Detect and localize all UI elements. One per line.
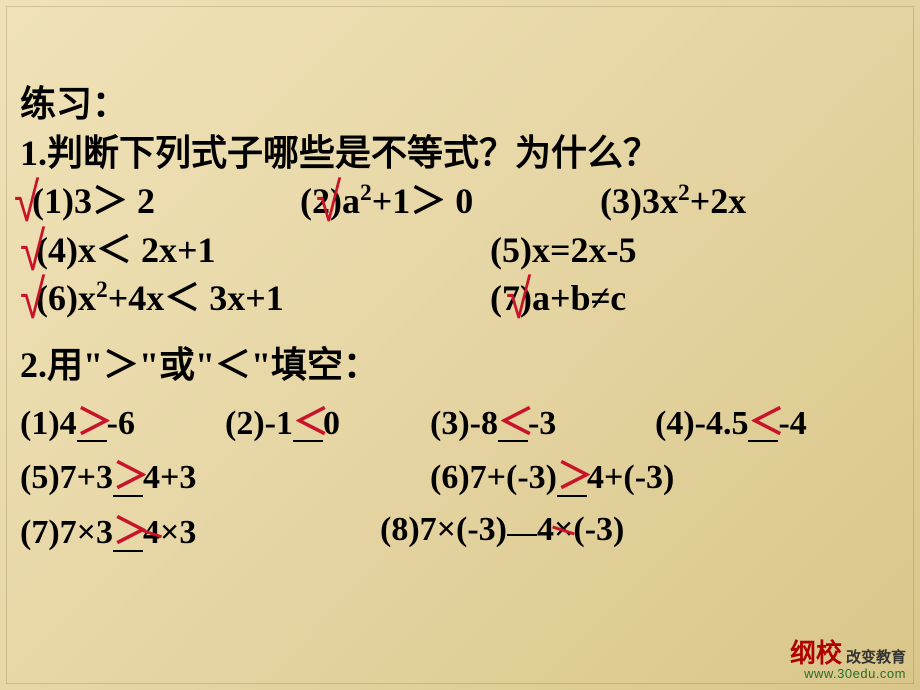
logo-brand-row: 纲校 改变教育 <box>790 641 906 667</box>
q1-item-7-text: (7)a+b≠c <box>490 278 626 318</box>
q1-item-6-b: +4x＜ 3x+1 <box>108 278 284 318</box>
q2-item-8: (8)7×(-3) 4×(-3) <box>380 507 624 556</box>
q1-item-3-a: (3)3x <box>600 181 678 221</box>
q1-item-4-text: (4)x＜ 2x+1 <box>36 230 216 270</box>
blank: ＜ <box>748 398 778 447</box>
answer: ＜ <box>498 402 534 442</box>
q1-row-1: √ (1)3＞ 2 √ (2)a2+1＞ 0 (3)3x2+2x <box>20 177 900 226</box>
blank: ＞ <box>557 452 587 501</box>
logo-url: www.30edu.com <box>790 667 906 680</box>
q2-3-a: (3)-8 <box>430 405 498 442</box>
answer: ＜ <box>748 402 784 442</box>
blank: ＜ <box>293 398 323 447</box>
answer: ＞ <box>113 456 149 496</box>
answer: ＞ <box>557 456 593 496</box>
q2-prompt: 2.用"＞"或"＜"填空： <box>20 341 900 390</box>
q2-6-a: (6)7+(-3) <box>430 459 557 496</box>
q2-5-b: 4+3 <box>143 459 196 496</box>
slide: 练习： 1.判断下列式子哪些是不等式？为什么？ √ (1)3＞ 2 √ (2)a… <box>0 0 920 690</box>
q1-row-3: √ (6)x2+4x＜ 3x+1 √ (7)a+b≠c <box>20 274 900 323</box>
blank: ＜ <box>498 398 528 447</box>
blank: ＞ <box>113 507 143 556</box>
q2-8-a: (8)7×(-3) <box>380 511 507 548</box>
q2-4-a: (4)-4.5 <box>655 405 748 442</box>
blank: ＞ <box>113 452 143 501</box>
q1-item-5-text: (5)x=2x-5 <box>490 230 636 270</box>
q1-item-7: √ (7)a+b≠c <box>490 274 626 323</box>
struck-text: × <box>554 507 573 553</box>
q1-item-2-sup: 2 <box>360 180 372 206</box>
q2-5-a: (5)7+3 <box>20 459 113 496</box>
exercise-title: 练习： <box>20 80 900 129</box>
q2-row-3: (7)7×3＞ 4 ×3 (8)7×(-3) 4×(-3) <box>20 507 900 556</box>
q2-item-4: (4)-4.5＜-4 <box>655 398 807 447</box>
q1-item-3: (3)3x2+2x <box>600 177 746 226</box>
q2-1-a: (1)4 <box>20 405 77 442</box>
q1-item-1: √ (1)3＞ 2 <box>20 177 300 226</box>
logo: 纲校 改变教育 www.30edu.com <box>790 641 906 680</box>
q2-row-2: (5)7+3＞4+3 (6)7+(-3)＞4+(-3) <box>20 452 900 501</box>
q2-item-5: (5)7+3＞4+3 <box>20 452 430 501</box>
q1-item-2-a: (2)a <box>300 181 360 221</box>
q1-item-5: (5)x=2x-5 <box>490 226 636 275</box>
q1-item-3-sup: 2 <box>678 180 690 206</box>
slide-content: 练习： 1.判断下列式子哪些是不等式？为什么？ √ (1)3＞ 2 √ (2)a… <box>20 80 900 556</box>
q2-row-1: (1)4＞-6 (2)-1＜0 (3)-8＜-3 (4)-4.5＜-4 <box>20 398 900 447</box>
q2-item-7: (7)7×3＞4×3 <box>20 507 380 556</box>
q2-6-b: 4+(-3) <box>587 459 674 496</box>
q2-item-3: (3)-8＜-3 <box>430 398 655 447</box>
answer: ＞ <box>77 402 113 442</box>
q2-item-1: (1)4＞-6 <box>20 398 225 447</box>
q2-2-a: (2)-1 <box>225 405 293 442</box>
q2-item-6: (6)7+(-3)＞4+(-3) <box>430 452 674 501</box>
q1-item-2-b: +1＞ 0 <box>372 181 474 221</box>
q2-8-b: 4 <box>537 511 554 548</box>
q1-row-2: √ (4)x＜ 2x+1 (5)x=2x-5 <box>20 226 900 275</box>
q1-prompt: 1.判断下列式子哪些是不等式？为什么？ <box>20 129 900 178</box>
answer: ＜ <box>293 402 329 442</box>
q1-item-2: √ (2)a2+1＞ 0 <box>300 177 600 226</box>
q2-8-d: (-3) <box>573 511 624 548</box>
logo-brand: 纲校 <box>790 641 842 667</box>
q2-7-a: (7)7×3 <box>20 514 113 551</box>
q1-item-1-text: (1)3＞ 2 <box>32 181 155 221</box>
q2-7-c: ×3 <box>160 514 196 551</box>
q2-item-2: (2)-1＜0 <box>225 398 430 447</box>
blank: ＞ <box>77 398 107 447</box>
q1-item-6: √ (6)x2+4x＜ 3x+1 <box>20 274 490 323</box>
q1-item-6-a: (6)x <box>36 278 96 318</box>
q1-item-4: √ (4)x＜ 2x+1 <box>20 226 490 275</box>
q1-item-3-b: +2x <box>690 181 747 221</box>
logo-slogan: 改变教育 <box>846 650 906 665</box>
q1-item-6-sup: 2 <box>96 277 108 303</box>
